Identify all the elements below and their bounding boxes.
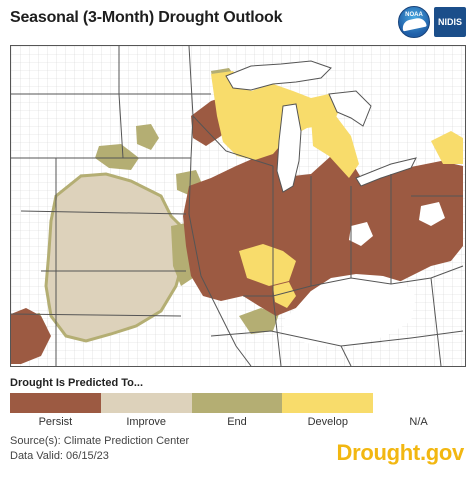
nidis-logo: NIDIS — [434, 7, 466, 37]
data-valid-text: Data Valid: 06/15/23 — [10, 450, 109, 462]
drought-gov-link[interactable]: Drought.gov — [336, 440, 465, 465]
legend-bar — [10, 393, 464, 413]
state-boundaries — [11, 46, 464, 366]
region-end-tennessee — [239, 308, 279, 334]
legend-swatch-end — [191, 393, 283, 413]
legend-label-persist: Persist — [38, 416, 73, 428]
legend-swatch-na — [373, 393, 464, 413]
logo-group: NOAA NIDIS — [398, 6, 466, 38]
noaa-bird-icon — [401, 16, 427, 32]
legend-swatch-develop — [282, 393, 374, 413]
lake-erie — [355, 157, 417, 187]
region-end-nebraska — [136, 124, 159, 150]
legend-label-develop: Develop — [307, 416, 348, 428]
region-na-pa-pocket — [419, 202, 445, 226]
map-canvas — [11, 46, 465, 366]
noaa-logo-text: NOAA — [405, 12, 423, 18]
legend-swatch-persist — [10, 393, 101, 413]
legend-label-end: End — [227, 416, 247, 428]
lake-superior — [225, 60, 332, 91]
lake-michigan — [276, 103, 302, 193]
noaa-logo: NOAA — [398, 6, 430, 38]
region-persist-sw — [11, 308, 51, 364]
legend-swatch-improve — [100, 393, 192, 413]
region-end-dakotas — [95, 144, 139, 170]
region-na-ohio-pocket — [349, 222, 373, 246]
region-develop-wisconsin — [211, 71, 341, 160]
page-title: Seasonal (3-Month) Drought Outlook — [10, 9, 283, 26]
region-develop-michigan — [311, 116, 359, 178]
legend-label-improve: Improve — [126, 416, 167, 428]
region-develop-indiana — [273, 282, 296, 308]
drought-map[interactable] — [10, 45, 466, 367]
region-improve-plains — [44, 172, 188, 343]
region-develop-east — [431, 131, 463, 164]
region-develop-illinois — [239, 244, 296, 286]
legend-label-na: N/A — [409, 416, 428, 428]
legend-labels: Persist Improve End Develop N/A — [10, 416, 464, 428]
source-text: Source(s): Climate Prediction Center — [10, 435, 190, 447]
lake-huron — [328, 90, 372, 127]
legend-title: Drought Is Predicted To... — [10, 377, 144, 389]
region-na-kentucky — [281, 274, 416, 346]
